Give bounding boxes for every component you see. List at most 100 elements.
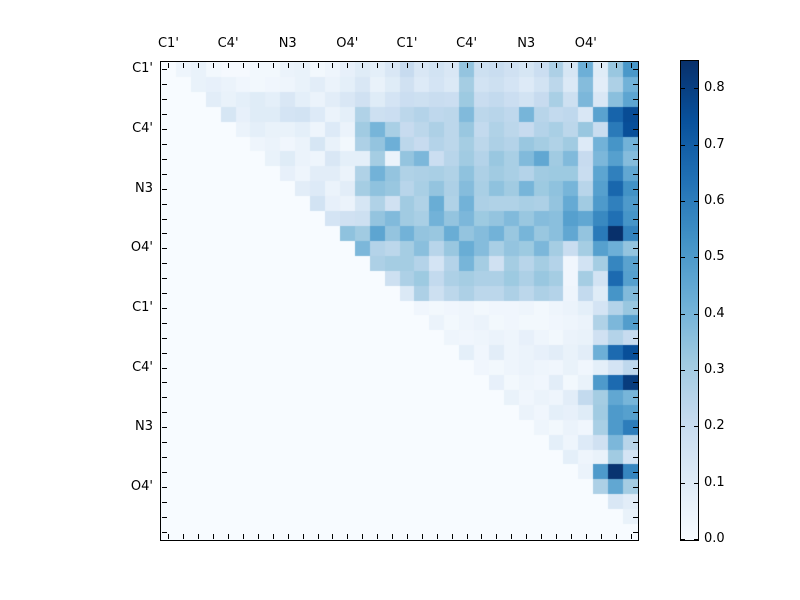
axis-tick	[570, 63, 572, 68]
axis-tick	[377, 63, 379, 68]
colorbar-tick-label: 0.1	[704, 474, 725, 490]
axis-tick	[162, 263, 167, 265]
axis-tick	[633, 278, 638, 280]
axis-tick	[242, 63, 244, 68]
axis-tick	[681, 369, 685, 371]
axis-tick	[511, 63, 513, 68]
axis-tick	[633, 531, 638, 533]
axis-tick	[481, 534, 483, 539]
axis-tick	[257, 63, 259, 68]
axis-tick	[183, 63, 185, 68]
axis-tick	[496, 534, 498, 539]
axis-tick	[162, 84, 167, 86]
axis-tick	[541, 534, 543, 539]
axis-tick	[242, 534, 244, 539]
x-axis-tick-label: C4'	[456, 36, 478, 51]
axis-tick	[162, 173, 167, 175]
axis-tick	[162, 129, 167, 131]
axis-tick	[162, 248, 167, 250]
axis-tick	[633, 143, 638, 145]
axis-tick	[633, 471, 638, 473]
axis-tick	[615, 534, 617, 539]
x-axis-tick-label: C1'	[157, 36, 179, 51]
axis-tick	[162, 397, 167, 399]
axis-tick	[633, 382, 638, 384]
axis-tick	[162, 69, 167, 71]
axis-tick	[317, 63, 319, 68]
axis-tick	[436, 534, 438, 539]
axis-tick	[633, 114, 638, 116]
colorbar-tick-label: 0.8	[704, 80, 725, 96]
colorbar	[680, 60, 699, 541]
axis-tick	[694, 88, 698, 90]
axis-tick	[694, 144, 698, 146]
axis-tick	[392, 534, 394, 539]
y-axis-tick-label: O4'	[130, 478, 153, 494]
axis-tick	[630, 63, 632, 68]
axis-tick	[257, 534, 259, 539]
axis-tick	[633, 293, 638, 295]
axis-tick	[633, 84, 638, 86]
axis-tick	[162, 322, 167, 324]
x-axis-tick-label: O4'	[336, 36, 359, 51]
axis-tick	[633, 322, 638, 324]
axis-tick	[347, 63, 349, 68]
axis-tick	[633, 457, 638, 459]
axis-tick	[162, 218, 167, 220]
axis-tick	[162, 382, 167, 384]
axis-tick	[681, 257, 685, 259]
axis-tick	[633, 367, 638, 369]
axis-tick	[162, 412, 167, 414]
axis-tick	[451, 534, 453, 539]
axis-tick	[633, 427, 638, 429]
axis-tick	[694, 482, 698, 484]
axis-tick	[162, 158, 167, 160]
axis-tick	[213, 63, 215, 68]
axis-tick	[168, 63, 170, 68]
axis-tick	[272, 534, 274, 539]
heatmap-canvas	[161, 62, 638, 540]
axis-tick	[162, 367, 167, 369]
axis-tick	[633, 173, 638, 175]
x-axis-tick-label: O4'	[574, 36, 597, 51]
axis-tick	[362, 534, 364, 539]
axis-tick	[466, 63, 468, 68]
axis-tick	[162, 203, 167, 205]
axis-tick	[392, 63, 394, 68]
axis-tick	[183, 534, 185, 539]
axis-tick	[600, 63, 602, 68]
colorbar-tick-label: 0.6	[704, 192, 725, 208]
axis-tick	[585, 534, 587, 539]
axis-tick	[694, 369, 698, 371]
axis-tick	[526, 63, 528, 68]
axis-tick	[421, 534, 423, 539]
axis-tick	[694, 313, 698, 315]
colorbar-tick-label: 0.4	[704, 305, 725, 321]
x-axis-tick-label: N3	[517, 36, 536, 51]
colorbar-tick-label: 0.5	[704, 249, 725, 265]
axis-tick	[198, 534, 200, 539]
axis-tick	[681, 88, 685, 90]
axis-tick	[162, 471, 167, 473]
axis-tick	[633, 129, 638, 131]
axis-tick	[633, 486, 638, 488]
axis-tick	[630, 534, 632, 539]
axis-tick	[406, 534, 408, 539]
axis-tick	[633, 218, 638, 220]
axis-tick	[451, 63, 453, 68]
axis-tick	[633, 307, 638, 309]
axis-tick	[511, 534, 513, 539]
axis-tick	[681, 313, 685, 315]
heatmap-plot-area	[160, 61, 639, 541]
axis-tick	[694, 539, 698, 540]
axis-tick	[162, 337, 167, 339]
axis-tick	[615, 63, 617, 68]
axis-tick	[633, 516, 638, 518]
axis-tick	[406, 63, 408, 68]
axis-tick	[436, 63, 438, 68]
axis-tick	[633, 412, 638, 414]
axis-tick	[633, 233, 638, 235]
axis-tick	[633, 337, 638, 339]
x-axis-tick-label: C4'	[217, 36, 239, 51]
